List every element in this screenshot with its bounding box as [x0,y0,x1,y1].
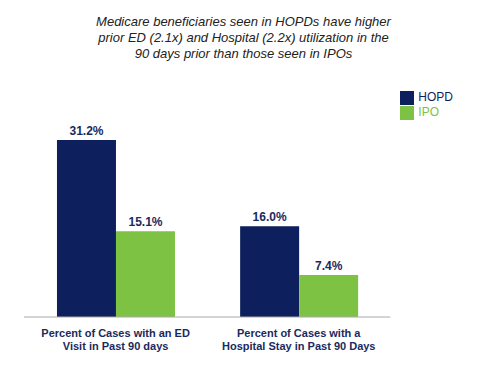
svg-text:Percent of Cases with an EDVis: Percent of Cases with an EDVisit in Past… [41,327,190,352]
html-text:HOPD: HOPD [418,90,453,104]
html-text:IPO: IPO [418,104,439,119]
html-text:Medicare beneficiaries seen in: Medicare beneficiaries seen in HOPDs hav… [96,14,391,29]
html-text:90 days prior than those seen: 90 days prior than those seen in IPOs [134,46,353,61]
svg-text:15.1%: 15.1% [128,215,162,229]
svg-text:Percent of Cases with aHospita: Percent of Cases with aHospital Stay in … [222,327,375,352]
svg-text:16.0%: 16.0% [253,210,287,224]
svg-text:31.2%: 31.2% [69,124,103,138]
html-text:prior ED (2.1x) and Hospital (: prior ED (2.1x) and Hospital (2.2x) util… [98,30,389,45]
svg-text:7.4%: 7.4% [315,259,343,273]
